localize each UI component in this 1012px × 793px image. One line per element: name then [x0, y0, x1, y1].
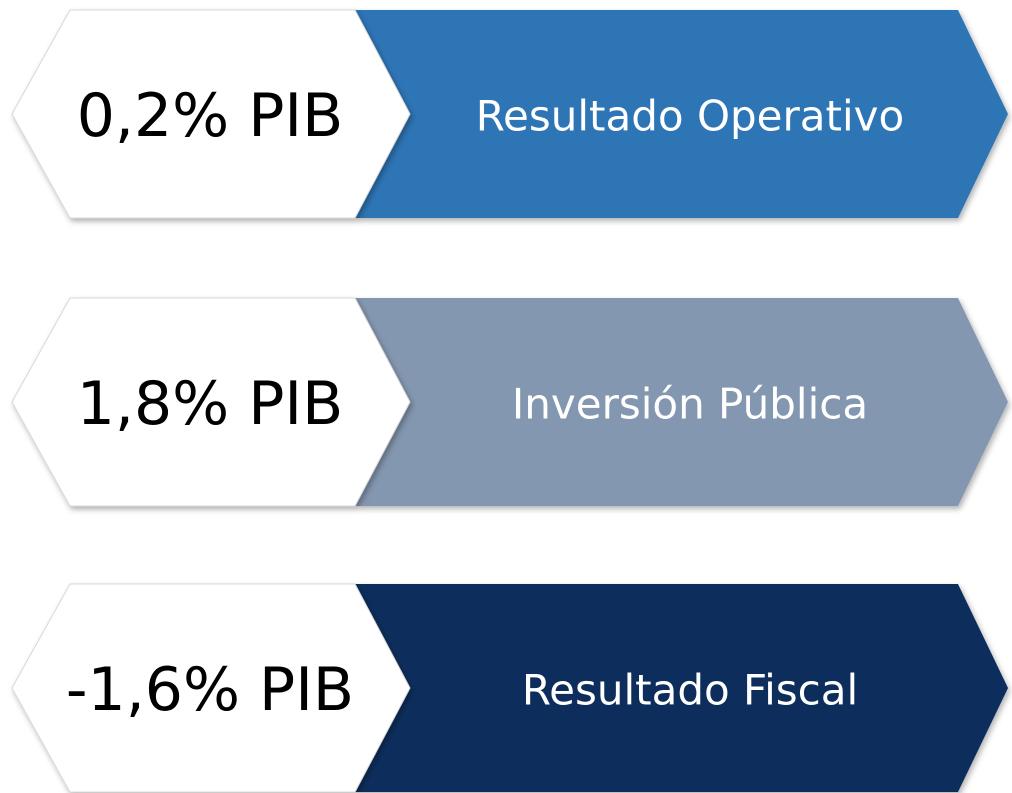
label-text: Inversión Pública	[512, 380, 868, 429]
label-arrow	[355, 584, 1008, 792]
label-text: Resultado Operativo	[476, 92, 904, 141]
value-hexagon	[11, 9, 411, 219]
value-hexagon	[11, 297, 411, 507]
label-text: Resultado Fiscal	[522, 666, 858, 715]
row: 0,2% PIB Resultado Operativo	[11, 9, 1008, 219]
value-hexagon	[11, 583, 411, 793]
row: 1,8% PIB Inversión Pública	[11, 297, 1008, 507]
value-text: 1,8% PIB	[77, 369, 344, 439]
row: -1,6% PIB Resultado Fiscal	[11, 583, 1008, 793]
value-text: -1,6% PIB	[66, 655, 354, 725]
label-arrow	[355, 298, 1008, 506]
value-text: 0,2% PIB	[77, 81, 344, 151]
label-arrow	[355, 10, 1008, 218]
